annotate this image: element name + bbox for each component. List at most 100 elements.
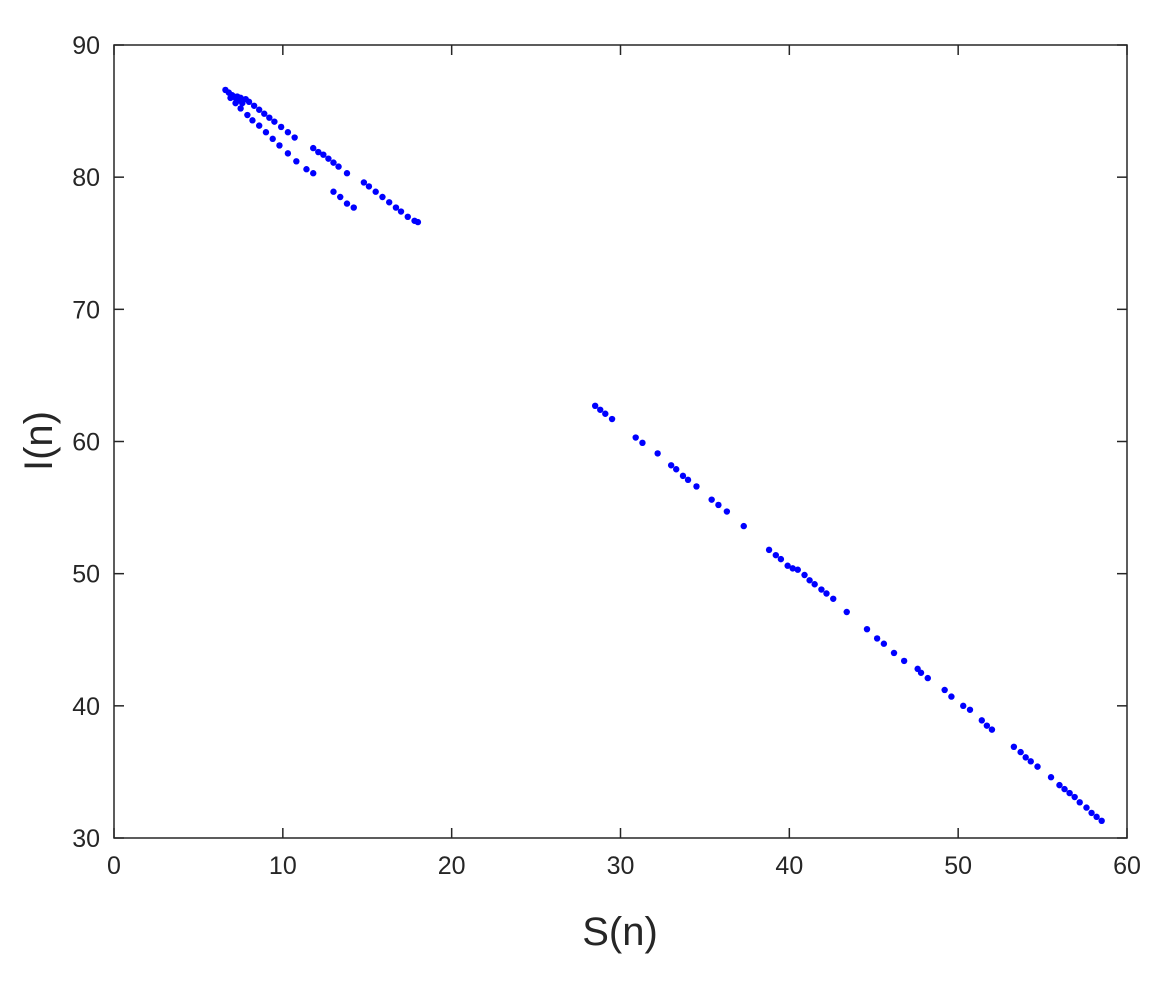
data-point — [1047, 774, 1055, 781]
data-point — [1083, 804, 1090, 811]
data-point — [597, 406, 604, 413]
data-point — [245, 98, 253, 106]
data-point — [880, 640, 888, 647]
data-point — [392, 204, 400, 211]
data-point — [890, 649, 898, 657]
data-point — [365, 183, 373, 190]
data-point — [608, 415, 616, 423]
data-point — [232, 99, 239, 107]
data-point — [385, 199, 393, 206]
data-point — [360, 179, 368, 186]
data-point — [249, 117, 256, 124]
data-point — [811, 581, 818, 588]
x-tick-label: 50 — [944, 852, 972, 880]
data-point — [277, 123, 285, 131]
data-point — [276, 142, 283, 149]
y-tick-label: 40 — [72, 693, 100, 721]
y-tick-label: 60 — [72, 429, 100, 457]
data-point — [255, 106, 263, 113]
x-tick-label: 20 — [438, 852, 466, 880]
data-point — [379, 193, 386, 201]
data-point — [303, 166, 310, 173]
data-point — [262, 129, 270, 136]
data-point — [863, 625, 871, 633]
data-point — [801, 571, 808, 579]
data-point — [335, 163, 342, 170]
y-tick-label: 90 — [72, 32, 100, 60]
data-point — [693, 483, 700, 490]
data-point — [941, 686, 948, 694]
data-point — [337, 193, 344, 201]
data-point — [873, 635, 881, 642]
data-point — [255, 122, 263, 129]
data-point — [602, 410, 609, 417]
data-point — [1071, 793, 1078, 801]
data-point — [404, 213, 411, 221]
data-point — [789, 565, 796, 572]
data-point — [900, 657, 908, 665]
data-point — [1056, 781, 1063, 789]
data-point — [591, 402, 599, 410]
data-point — [988, 726, 996, 733]
data-point — [284, 150, 292, 157]
x-tick-label: 60 — [1113, 852, 1141, 880]
data-point — [654, 450, 661, 457]
data-point — [1017, 748, 1024, 756]
data-point — [271, 118, 278, 125]
data-point — [343, 170, 351, 177]
data-point — [684, 476, 692, 484]
data-point — [293, 158, 300, 165]
data-point — [237, 105, 244, 112]
data-point — [806, 577, 813, 584]
data-point — [1098, 817, 1105, 825]
data-point — [784, 562, 791, 569]
data-point — [715, 501, 722, 509]
data-point — [679, 472, 687, 480]
data-point — [843, 608, 850, 616]
data-point — [1066, 789, 1073, 797]
data-point — [1088, 809, 1095, 817]
data-point — [350, 204, 357, 211]
data-point — [310, 170, 317, 177]
y-axis-ticks: 30 40 50 60 70 80 90 — [72, 32, 1127, 853]
data-point — [830, 595, 837, 602]
data-points — [222, 86, 1105, 825]
data-point — [325, 155, 332, 162]
plot-area — [114, 45, 1127, 838]
data-point — [1027, 758, 1034, 765]
data-point — [667, 462, 675, 469]
data-point — [818, 586, 825, 593]
data-point — [772, 551, 780, 559]
data-point — [794, 566, 801, 573]
data-point — [777, 555, 785, 563]
x-tick-label: 40 — [775, 852, 803, 880]
x-axis-ticks: 0 10 20 30 40 50 60 — [107, 45, 1141, 880]
data-point — [673, 466, 680, 473]
data-point — [320, 151, 327, 158]
data-point — [1010, 743, 1018, 751]
data-point — [983, 722, 991, 729]
y-tick-label: 50 — [72, 561, 100, 589]
data-point — [723, 508, 731, 515]
x-tick-label: 30 — [607, 852, 635, 880]
data-point — [632, 434, 639, 441]
data-point — [924, 674, 931, 682]
data-point — [244, 111, 251, 119]
x-axis-label: S(n) — [582, 910, 658, 954]
data-point — [266, 114, 273, 121]
data-point — [372, 188, 379, 195]
data-point — [310, 144, 317, 152]
data-point — [237, 94, 244, 102]
data-point — [740, 522, 747, 530]
data-point — [960, 702, 967, 710]
y-tick-label: 80 — [72, 164, 100, 192]
data-point — [261, 110, 268, 117]
data-point — [966, 706, 974, 713]
data-point — [765, 546, 773, 554]
data-point — [397, 208, 405, 215]
data-point — [1061, 785, 1068, 793]
data-point — [291, 134, 298, 141]
data-point — [227, 94, 234, 102]
y-tick-label: 70 — [72, 296, 100, 324]
